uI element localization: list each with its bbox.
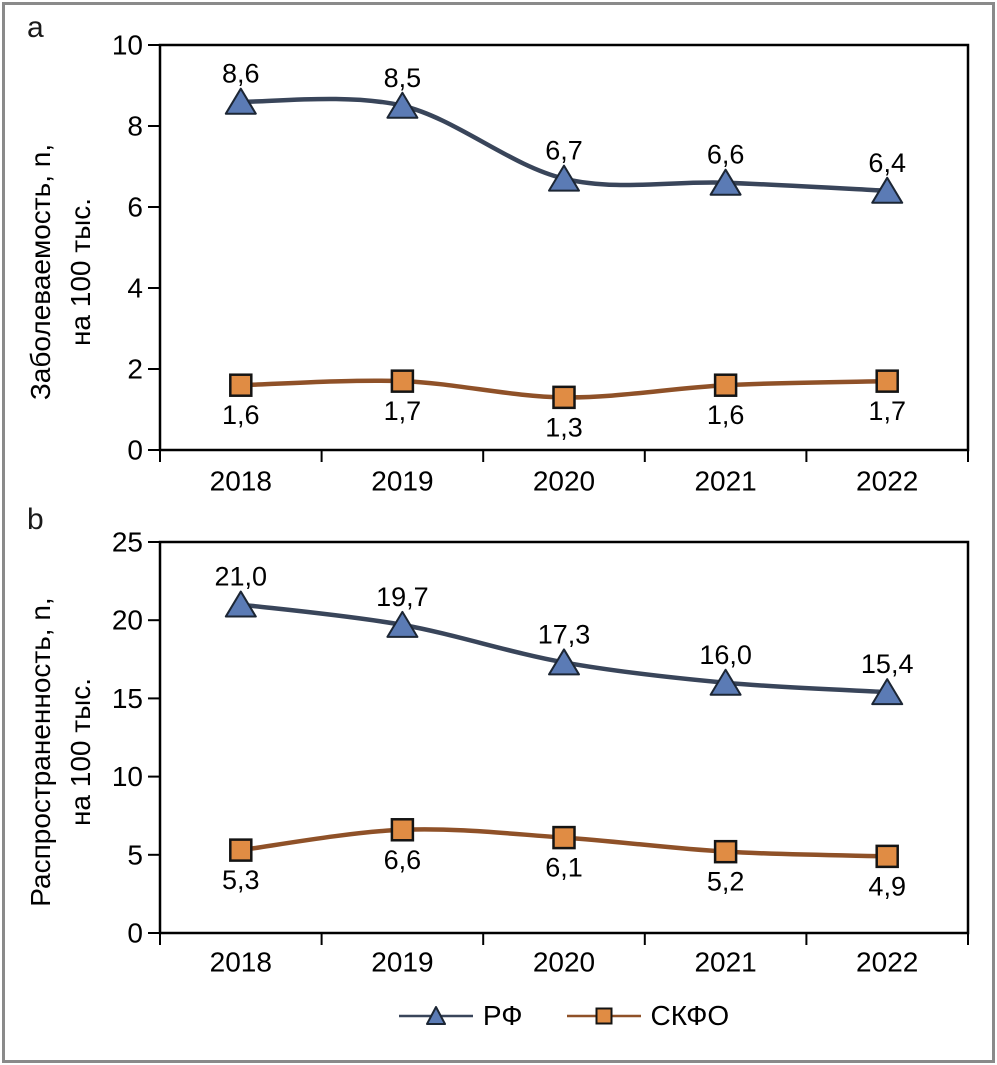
rf-triangle-marker (871, 176, 904, 204)
skfo-data-label: 6,6 (384, 845, 422, 875)
rf-data-label: 6,6 (707, 140, 745, 170)
legend-label-skfo: СКФО (650, 1000, 730, 1031)
skfo-square-marker (713, 839, 738, 864)
x-category-label: 2018 (210, 466, 272, 497)
y-tick-label: 20 (112, 605, 143, 636)
rf-data-label: 19,7 (376, 582, 429, 612)
legend-item-skfo: СКФО (566, 1000, 730, 1032)
skfo-data-label: 5,3 (222, 865, 260, 895)
skfo-square-marker (875, 844, 899, 869)
y-tick-label: 2 (127, 354, 143, 385)
skfo-square-marker (552, 825, 576, 850)
skfo-data-label: 5,2 (707, 867, 745, 897)
skfo-square-marker (390, 369, 415, 393)
x-category-label: 2019 (371, 947, 433, 978)
rf-triangle-marker (224, 87, 257, 115)
rf-triangle-marker (386, 610, 419, 638)
x-category-label: 2021 (694, 947, 756, 978)
skfo-square-marker (229, 838, 253, 862)
y-axis-title-b-line2: на 100 тыс. (65, 677, 96, 827)
y-tick-label: 5 (127, 839, 143, 870)
y-axis-title-a-line2: на 100 тыс. (65, 197, 96, 347)
rf-data-label: 21,0 (215, 562, 268, 592)
panel-label-b: b (27, 503, 44, 536)
y-tick-label: 0 (127, 435, 143, 466)
rf-data-label: 15,4 (861, 649, 914, 679)
y-axis-title-a-line1: Заболеваемость, n, (25, 143, 56, 401)
x-category-label: 2020 (533, 947, 595, 978)
x-category-label: 2018 (210, 947, 272, 978)
x-category-label: 2019 (371, 466, 433, 497)
rf-data-label: 17,3 (538, 619, 591, 649)
skfo-data-label: 4,9 (868, 871, 906, 901)
skfo-square-marker (875, 369, 899, 393)
rf-triangle-marker (871, 678, 904, 706)
rf-triangle-marker (709, 168, 742, 196)
rf-triangle-marker (224, 590, 257, 618)
y-tick-label: 8 (127, 111, 143, 142)
legend-label-rf: РФ (482, 1000, 523, 1031)
y-tick-label: 15 (112, 683, 143, 714)
rf-triangle-marker (548, 648, 580, 676)
rf-data-label: 6,7 (545, 136, 583, 166)
skfo-data-label: 1,6 (222, 400, 260, 430)
y-axis-title-b: Распространенность, n, на 100 тыс. (21, 522, 101, 982)
y-tick-label: 6 (127, 192, 143, 223)
rf-data-label: 8,6 (222, 59, 260, 89)
skfo-square-marker (390, 818, 415, 842)
x-category-label: 2020 (533, 466, 595, 497)
rf-triangle-marker (709, 668, 742, 696)
plot-area-a (158, 43, 970, 452)
chart-legend: РФ СКФО (160, 996, 968, 1036)
rf-legend-triangle-icon (425, 1006, 446, 1025)
chart-panel-a: 0 2 4 6 8 10 2018 2019 2020 2021 2022 8,6 8,5 6,7 6,6 6… (112, 30, 970, 497)
rf-data-label: 16,0 (699, 640, 752, 670)
y-tick-label: 0 (127, 918, 143, 949)
rf-data-label: 6,4 (868, 148, 906, 178)
y-axis-title-b-line1: Распространенность, n, (25, 597, 56, 907)
skfo-data-label: 1,7 (384, 396, 422, 426)
plot-area-b (158, 540, 970, 935)
y-tick-label: 4 (127, 273, 143, 304)
panel-label-a: a (27, 11, 44, 44)
rf-line-triangle-swatch-icon (398, 1006, 473, 1025)
rf-triangle-marker (386, 91, 419, 119)
y-tick-label: 10 (112, 761, 143, 792)
skfo-line-square-swatch-icon (566, 1007, 641, 1025)
y-axis-title-a: Заболеваемость, n, на 100 тыс. (21, 42, 101, 502)
skfo-square-marker (229, 373, 253, 397)
x-category-label: 2022 (856, 466, 918, 497)
skfo-data-label: 1,6 (707, 400, 745, 430)
legend-item-rf: РФ (398, 1000, 523, 1032)
x-category-label: 2021 (694, 466, 756, 497)
skfo-data-label: 6,1 (545, 853, 583, 883)
skfo-square-marker (552, 385, 576, 410)
skfo-data-label: 1,7 (868, 396, 906, 426)
skfo-square-marker (713, 373, 738, 397)
skfo-data-label: 1,3 (545, 412, 583, 442)
rf-triangle-marker (548, 164, 580, 192)
y-tick-label: 25 (112, 527, 143, 558)
rf-data-label: 8,5 (384, 63, 422, 93)
chart-panel-b: 0 5 10 15 20 25 2018 2019 2020 2021 2022 21,0 19,7 17… (112, 527, 970, 978)
skfo-legend-square-icon (595, 1007, 612, 1025)
y-tick-label: 10 (112, 30, 143, 61)
x-category-label: 2022 (856, 947, 918, 978)
